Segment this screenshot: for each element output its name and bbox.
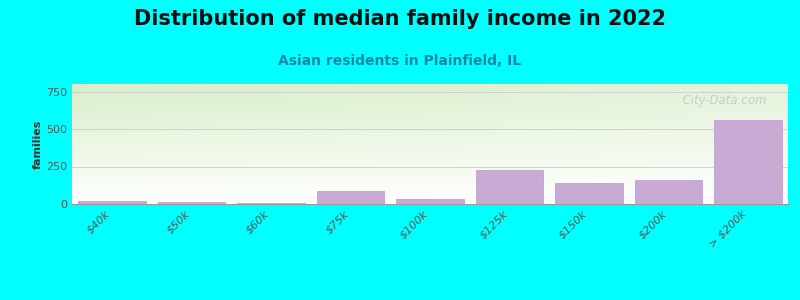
Text: City-Data.com: City-Data.com — [675, 94, 766, 106]
Bar — [714, 120, 782, 204]
Text: Distribution of median family income in 2022: Distribution of median family income in … — [134, 9, 666, 29]
Bar — [555, 183, 623, 204]
Bar — [158, 202, 225, 204]
Bar — [476, 169, 543, 204]
Bar — [396, 199, 464, 204]
Bar — [317, 190, 384, 204]
Y-axis label: families: families — [34, 119, 43, 169]
Bar — [78, 201, 146, 204]
Text: Asian residents in Plainfield, IL: Asian residents in Plainfield, IL — [278, 54, 522, 68]
Bar — [635, 180, 702, 204]
Bar — [237, 203, 305, 204]
